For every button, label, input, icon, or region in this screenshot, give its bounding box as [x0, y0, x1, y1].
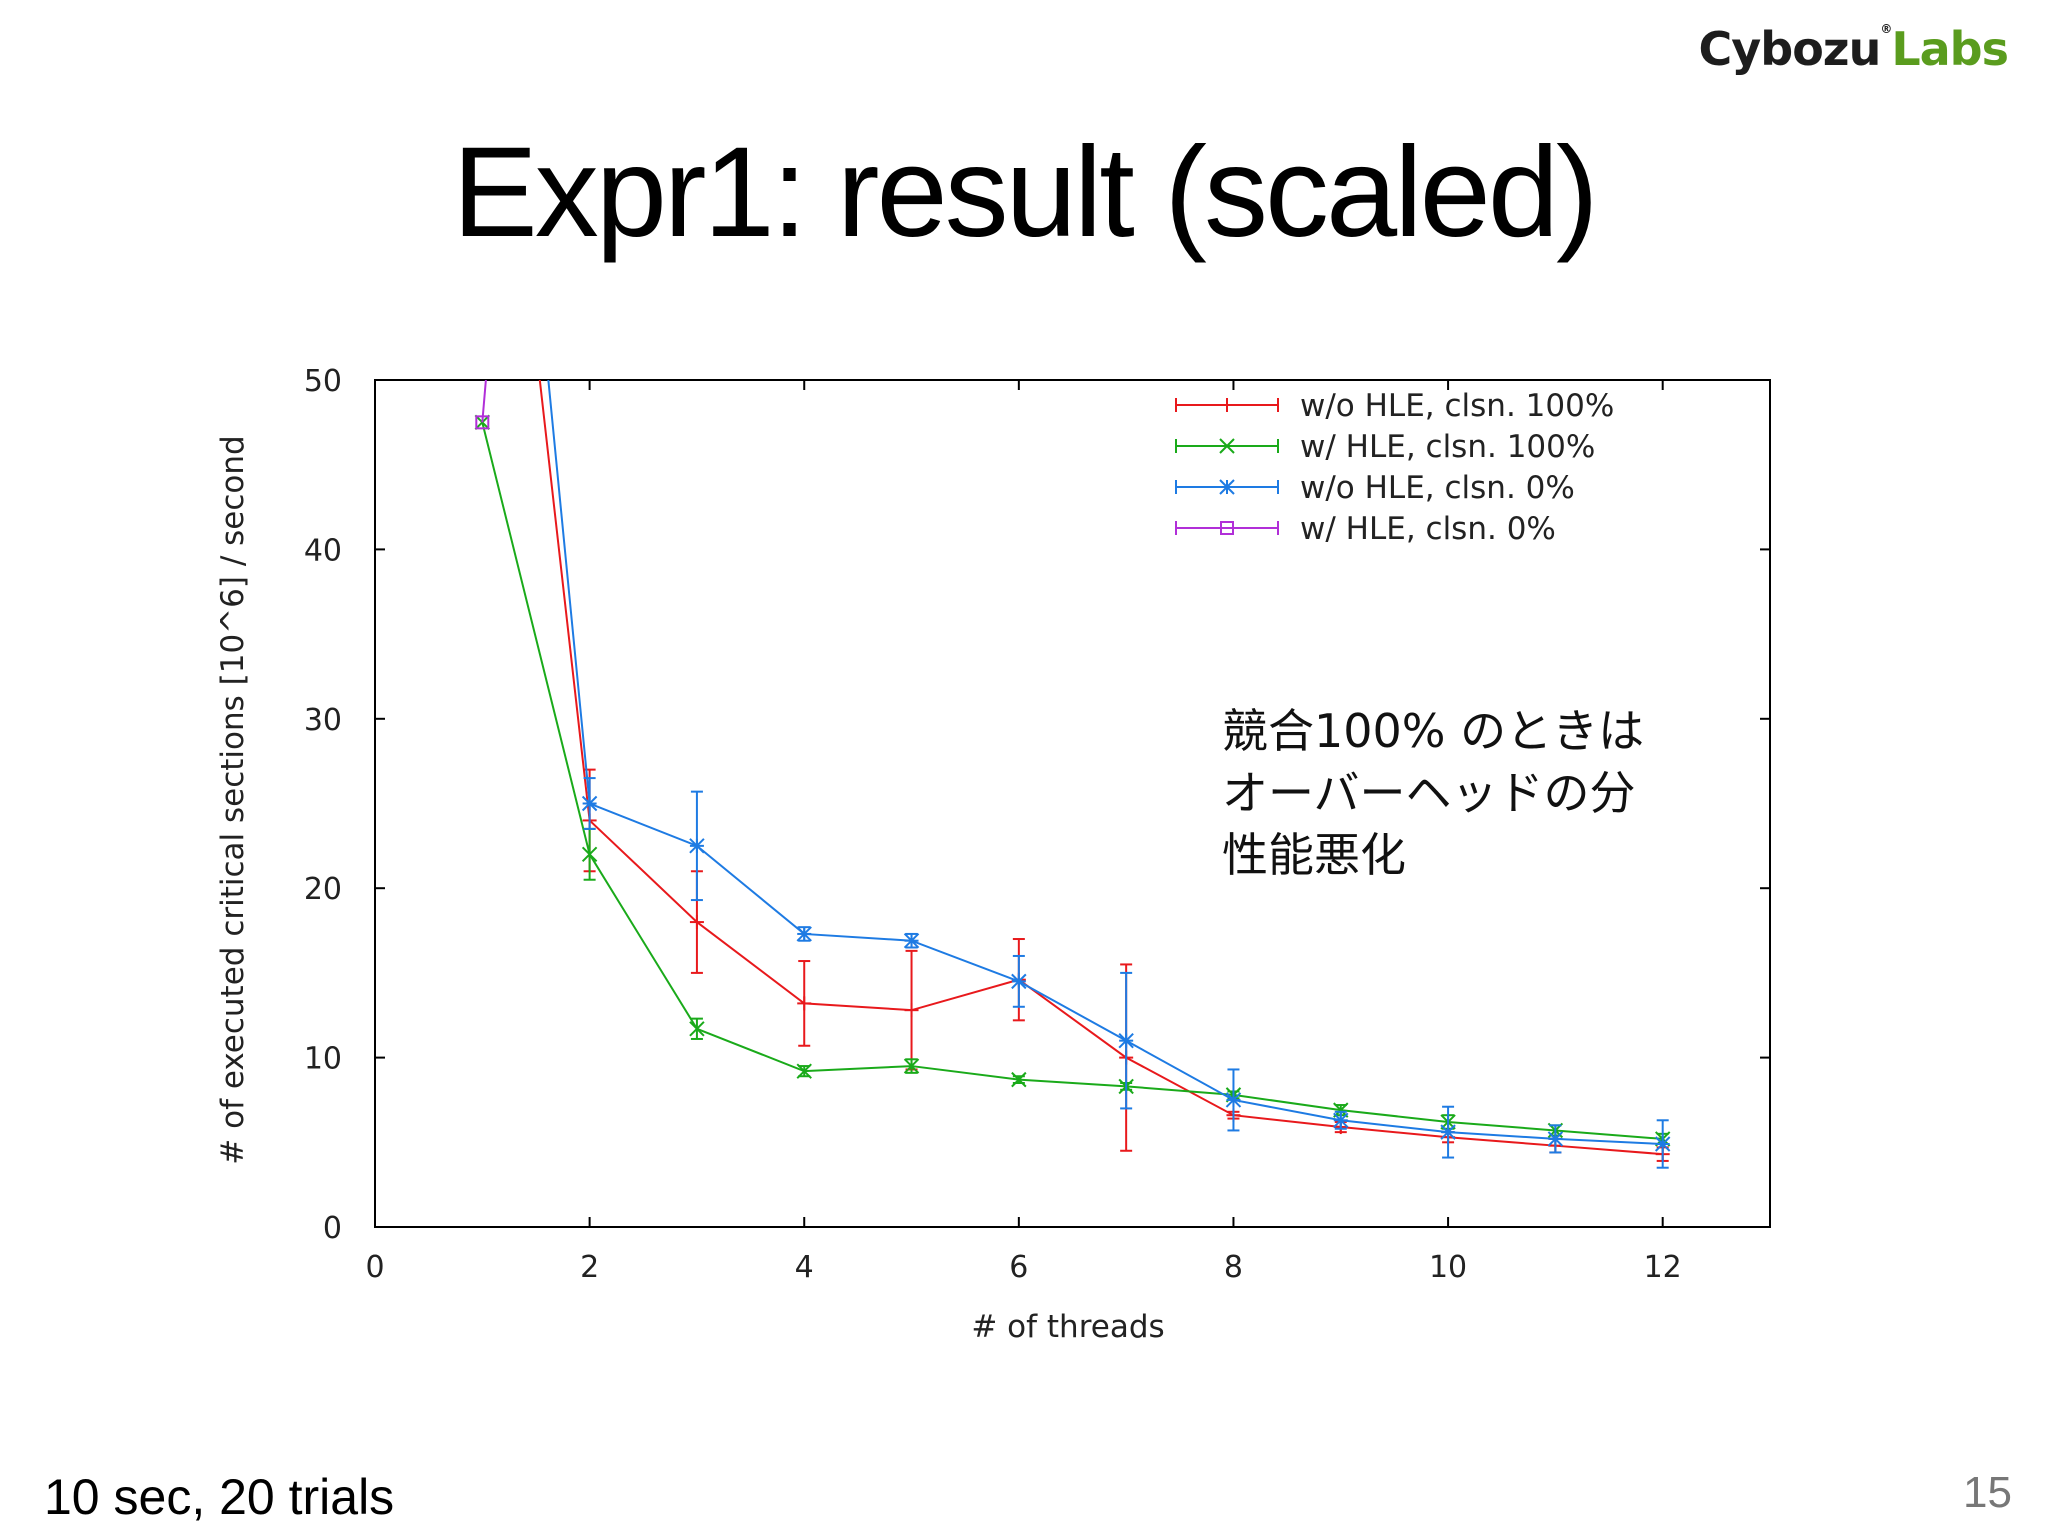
legend-marker — [1219, 479, 1235, 495]
logo-text-cybozu: Cybozu — [1698, 22, 1882, 76]
annotation-line-3: 性能悪化 — [1222, 828, 1406, 882]
annotation-line-2: オーバーヘッドの分 — [1222, 766, 1636, 820]
plot-area — [375, 380, 1770, 1227]
data-point — [1011, 973, 1027, 990]
series-line — [538, 380, 1663, 1156]
series-layer — [474, 380, 1671, 1169]
legend-entry-2: w/ HLE, clsn. 100% — [1175, 429, 1595, 465]
series-line — [481, 422, 1663, 1140]
x-tick-label: 6 — [1009, 1250, 1028, 1285]
legend-marker — [1220, 398, 1234, 412]
data-point — [1547, 1131, 1564, 1147]
data-point — [903, 1058, 920, 1074]
x-tick-label: 12 — [1644, 1250, 1682, 1285]
logo-text-labs: Labs — [1891, 22, 2009, 76]
legend-entry-4: w/ HLE, clsn. 0% — [1175, 511, 1556, 547]
legend-label: w/ HLE, clsn. 0% — [1300, 511, 1556, 547]
x-tick-label: 10 — [1429, 1250, 1467, 1285]
plot-background — [375, 380, 1770, 1227]
data-point — [797, 996, 812, 1011]
series-4 — [475, 380, 490, 430]
data-point — [904, 1003, 919, 1018]
data-point — [1225, 1092, 1242, 1108]
legend-label: w/o HLE, clsn. 100% — [1300, 388, 1614, 424]
x-tick-label: 4 — [795, 1250, 814, 1285]
x-axis-title: # of threads — [971, 1309, 1164, 1345]
series-line — [481, 380, 487, 423]
legend-label: w/o HLE, clsn. 0% — [1300, 470, 1575, 506]
data-point — [1333, 1112, 1349, 1128]
data-point — [903, 933, 920, 949]
data-point — [689, 838, 705, 854]
legend-marker — [1220, 521, 1234, 535]
series-3 — [547, 380, 1671, 1169]
y-tick-label: 30 — [304, 703, 342, 738]
data-point — [581, 795, 598, 812]
series-line — [547, 380, 1663, 1145]
data-point — [689, 1021, 705, 1037]
data-point — [796, 1063, 812, 1079]
legend-entry-3: w/o HLE, clsn. 0% — [1175, 470, 1575, 506]
y-tick-label: 20 — [304, 872, 342, 907]
data-point — [1011, 1071, 1027, 1088]
legend-marker — [1219, 438, 1235, 454]
page-number: 15 — [1963, 1468, 2012, 1517]
data-point — [1654, 1136, 1671, 1152]
legend-label: w/ HLE, clsn. 100% — [1300, 429, 1595, 465]
annotation-note: 競合100% のときは オーバーヘッドの分 性能悪化 — [1222, 700, 1742, 886]
annotation-line-1: 競合100% のときは — [1222, 704, 1645, 758]
y-tick-label: 40 — [304, 533, 342, 568]
y-tick-label: 0 — [323, 1211, 342, 1246]
data-point — [689, 915, 704, 930]
slide-title: Expr1: result (scaled) — [452, 121, 1598, 264]
data-point — [796, 926, 812, 942]
cybozu-labs-logo: Cybozu®Labs — [1698, 22, 2009, 82]
plot-frame — [374, 379, 1771, 1228]
data-point — [1118, 1032, 1134, 1049]
legend-entry-1: w/o HLE, clsn. 100% — [1175, 388, 1614, 424]
y-axis-title: # of executed critical sections [10^6] /… — [215, 435, 251, 1164]
y-tick-label: 10 — [304, 1042, 342, 1077]
data-point — [581, 846, 598, 863]
x-tick-label: 2 — [580, 1250, 599, 1285]
x-tick-label: 8 — [1224, 1250, 1243, 1285]
axes: 0 2 4 6 8 10 12 0 10 20 30 40 50 — [304, 364, 1771, 1285]
x-tick-label: 0 — [365, 1250, 384, 1285]
registered-mark-icon: ® — [1880, 22, 1892, 36]
data-point — [475, 415, 490, 430]
data-point — [1440, 1124, 1456, 1140]
footer-note: 10 sec, 20 trials — [44, 1469, 395, 1525]
y-tick-label: 50 — [304, 364, 342, 399]
legend: w/o HLE, clsn. 100% w/ HLE, clsn. 100% w/o… — [1175, 388, 1614, 547]
